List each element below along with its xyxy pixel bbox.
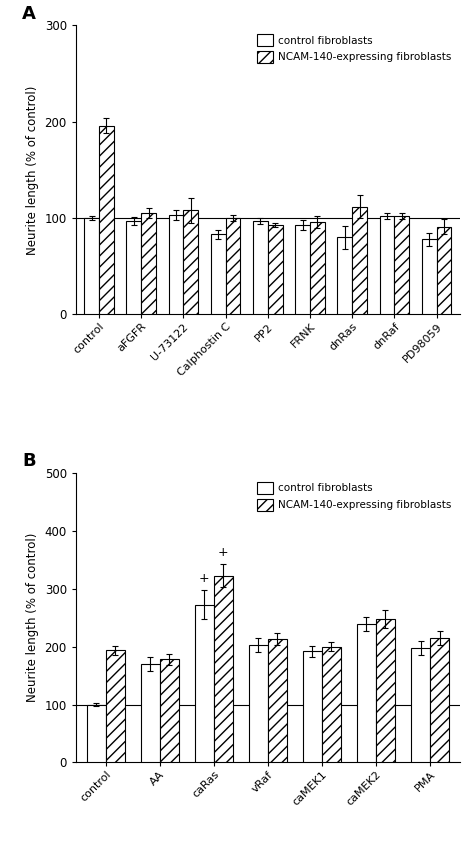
Bar — [352, 207, 367, 314]
Bar — [87, 705, 106, 762]
Bar — [310, 222, 325, 314]
Text: A: A — [22, 4, 36, 23]
Bar — [211, 235, 226, 314]
Bar — [337, 237, 352, 314]
Bar — [430, 638, 449, 762]
Bar — [160, 660, 179, 762]
Bar — [106, 650, 125, 762]
Legend: control fibroblasts, NCAM-140-expressing fibroblasts: control fibroblasts, NCAM-140-expressing… — [254, 30, 455, 66]
Bar — [322, 647, 341, 762]
Bar — [84, 218, 99, 314]
Text: +: + — [199, 573, 210, 585]
Bar — [226, 218, 240, 314]
Text: +: + — [218, 546, 228, 559]
Bar — [295, 224, 310, 314]
Bar — [303, 651, 322, 762]
Y-axis label: Neurite length (% of control): Neurite length (% of control) — [26, 533, 39, 702]
Text: B: B — [22, 452, 36, 470]
Bar — [380, 216, 394, 314]
Bar — [357, 623, 376, 762]
Bar — [422, 239, 437, 314]
Bar — [253, 221, 268, 314]
Bar — [268, 224, 283, 314]
Bar — [394, 216, 409, 314]
Bar — [195, 605, 214, 762]
Bar — [99, 125, 114, 314]
Bar — [437, 227, 451, 314]
Bar — [141, 664, 160, 762]
Legend: control fibroblasts, NCAM-140-expressing fibroblasts: control fibroblasts, NCAM-140-expressing… — [254, 479, 455, 514]
Bar — [214, 576, 233, 762]
Bar — [249, 645, 268, 762]
Bar — [183, 210, 198, 314]
Bar — [376, 619, 395, 762]
Bar — [411, 648, 430, 762]
Y-axis label: Neurite length (% of control): Neurite length (% of control) — [26, 86, 39, 255]
Bar — [127, 221, 141, 314]
Bar — [141, 213, 156, 314]
Bar — [268, 639, 287, 762]
Bar — [169, 215, 183, 314]
